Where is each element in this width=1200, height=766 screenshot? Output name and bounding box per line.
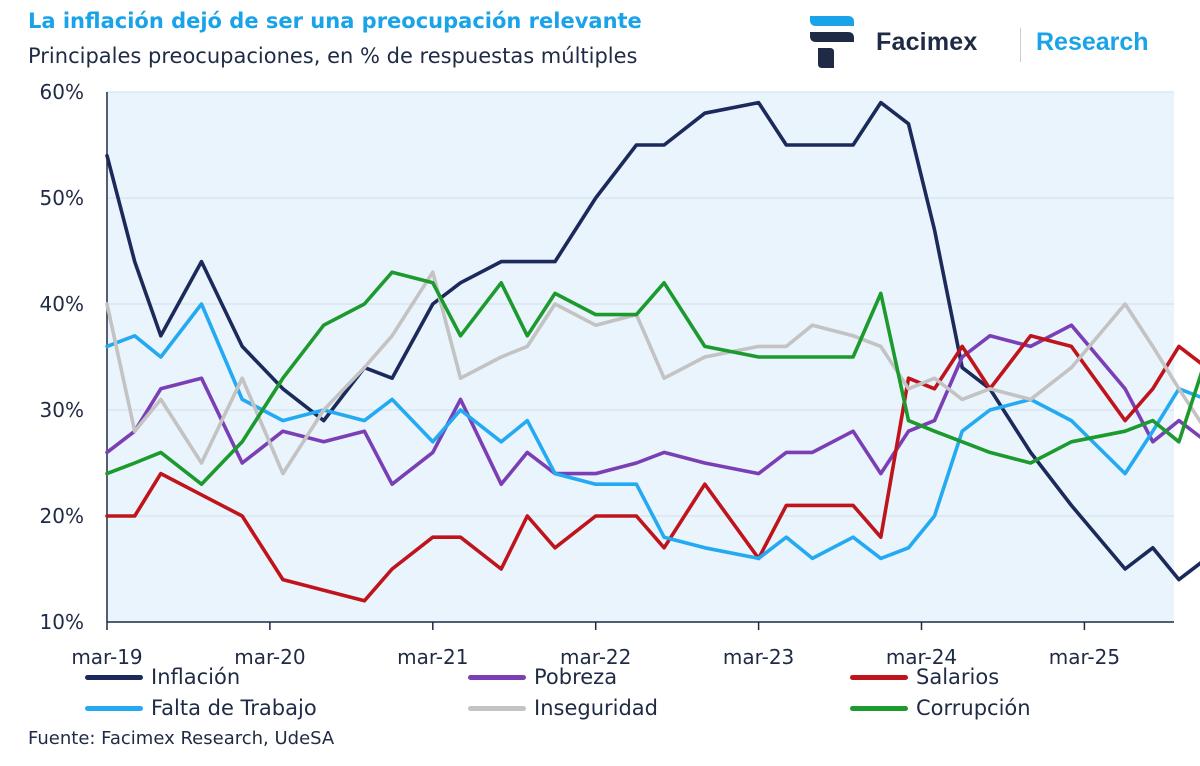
legend-item-inflacion: Inflación: [85, 662, 240, 692]
legend-item-inseguridad: Inseguridad: [468, 693, 658, 723]
legend-swatch: [468, 705, 526, 711]
series-line-inflacion: [105, 100, 1200, 582]
x-tick-label: mar-22: [560, 645, 631, 669]
y-tick-label: 50%: [40, 186, 84, 210]
legend-swatch: [468, 674, 526, 680]
legend-label: Salarios: [916, 665, 1000, 689]
legend-item-salarios: Salarios: [850, 662, 999, 692]
legend-swatch: [850, 674, 908, 680]
x-tick-label: mar-25: [1049, 645, 1120, 669]
legend-swatch: [85, 674, 143, 680]
logo-divider: [1020, 28, 1021, 62]
legend-label: Inflación: [151, 665, 241, 689]
legend-label: Inseguridad: [534, 696, 659, 720]
x-tick-label: mar-19: [71, 645, 142, 669]
legend-swatch: [85, 705, 143, 711]
chart-subtitle: Principales preocupaciones, en % de resp…: [28, 44, 638, 68]
legend-item-corrupcion: Corrupción: [850, 693, 1031, 723]
x-tick-label: mar-20: [234, 645, 305, 669]
brand-name: Facimex: [876, 28, 978, 56]
chart-legend: Inflación Pobreza Salarios Falta de Trabajo…: [0, 662, 1200, 726]
plot-area: [107, 92, 1174, 622]
legend-item-pobreza: Pobreza: [468, 662, 617, 692]
facimex-logo-icon: [810, 16, 854, 68]
series-line-inseguridad: [105, 270, 1200, 476]
legend-label: Falta de Trabajo: [151, 696, 317, 720]
x-tick-label: mar-21: [397, 645, 468, 669]
legend-label: Pobreza: [534, 665, 618, 689]
x-tick-label: mar-23: [723, 645, 794, 669]
legend-item-falta-de-trabajo: Falta de Trabajo: [85, 693, 317, 723]
legend-label: Corrupción: [916, 696, 1031, 720]
series-line-falta-de-trabajo: [105, 302, 1200, 561]
x-tick-label: mar-24: [886, 645, 957, 669]
y-tick-label: 10%: [40, 610, 84, 634]
y-tick-label: 60%: [40, 80, 84, 104]
y-tick-label: 20%: [40, 504, 84, 528]
y-tick-label: 40%: [40, 292, 84, 316]
brand-division: Research: [1036, 28, 1149, 56]
chart-title: La inflación dejó de ser una preocupació…: [28, 9, 642, 33]
source-note: Fuente: Facimex Research, UdeSA: [28, 728, 335, 749]
series-line-pobreza: [105, 323, 1200, 486]
y-tick-label: 30%: [40, 398, 84, 422]
series-line-corrupcion: [105, 270, 1200, 486]
line-chart: 10% 20% 30% 40% 50% 60% mar-19 mar-20 mar-21 mar-…: [40, 80, 1200, 669]
facimex-research-logo: Facimex Research: [808, 12, 1193, 72]
series-line-salarios: [105, 334, 1200, 603]
legend-swatch: [850, 705, 908, 711]
